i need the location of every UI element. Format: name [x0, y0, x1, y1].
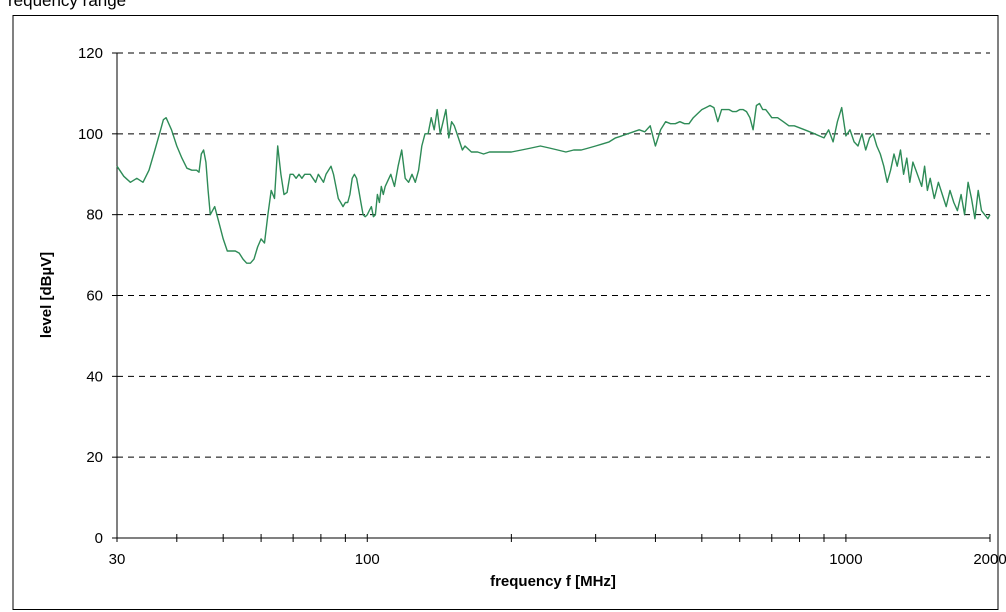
x-tick-label: 30 [109, 551, 126, 568]
gridlines [117, 52, 990, 458]
y-tick-label: 80 [86, 207, 103, 224]
y-axis-title: level [dBµV] [38, 252, 55, 338]
chart-title: requency range [8, 0, 127, 10]
chart-border [12, 15, 999, 610]
series-layer [116, 102, 991, 264]
y-tick-label: 40 [86, 368, 103, 385]
y-tick-label: 0 [95, 530, 103, 547]
x-tick-label: 2000 [973, 551, 1006, 568]
x-axis-title: frequency f [MHz] [490, 573, 616, 590]
x-tick-label: 100 [355, 551, 380, 568]
y-tick-label: 60 [86, 288, 103, 305]
y-tick-label: 20 [86, 449, 103, 466]
y-tick-label: 120 [78, 45, 103, 62]
tick-labels: 0 20 40 60 80 100 120 30 100 1000 2000 [78, 45, 1006, 568]
x-tick-label: 1000 [829, 551, 862, 568]
y-tick-label: 100 [78, 126, 103, 143]
ticks [112, 52, 991, 542]
series-line [116, 102, 991, 264]
